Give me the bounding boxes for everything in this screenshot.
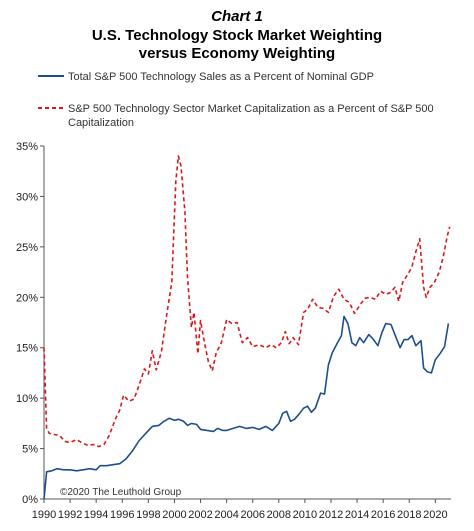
chart-title-line-1: U.S. Technology Stock Market Weighting — [92, 27, 382, 44]
series-line-tech-market-cap — [43, 155, 451, 448]
series-layer — [43, 155, 451, 500]
x-tick-label: 1994 — [84, 509, 108, 521]
x-tick-label: 2000 — [162, 509, 186, 521]
x-tick-label: 2016 — [371, 509, 395, 521]
x-tick-label: 1998 — [136, 509, 160, 521]
x-tick-label: 2012 — [319, 509, 343, 521]
chart-title-line-2: versus Economy Weighting — [139, 45, 335, 62]
series-line-tech-sales-gdp — [43, 315, 450, 500]
y-tick-label: 35% — [16, 141, 38, 153]
x-tick-label: 2020 — [423, 509, 447, 521]
x-tick-label: 1990 — [32, 509, 56, 521]
y-tick-label: 15% — [16, 343, 38, 355]
x-tick-label: 2002 — [188, 509, 212, 521]
x-tick-label: 1992 — [58, 509, 82, 521]
axes: 0% 5% 10% 15% 20% 25% 30% 35% 1990 1992 1994 1996 19… — [16, 141, 451, 521]
legend-label-gdp: Total S&P 500 Technology Sales as a Perc… — [68, 71, 374, 83]
y-tick-label: 30% — [16, 191, 38, 203]
y-tick-label: 5% — [22, 444, 38, 456]
x-tick-label: 2006 — [240, 509, 264, 521]
x-tick-label: 2004 — [214, 509, 238, 521]
legend-label-mktcap: S&P 500 Technology Sector Market Capital… — [68, 103, 437, 129]
legend-label-mktcap-line-1: S&P 500 Technology Sector Market Capital… — [68, 103, 434, 115]
y-tick-label: 10% — [16, 393, 38, 405]
chart-number: Chart 1 — [211, 8, 263, 25]
x-tick-label: 2014 — [345, 509, 369, 521]
x-tick-label: 1996 — [110, 509, 134, 521]
credit: ©2020 The Leuthold Group — [60, 487, 182, 498]
x-tick-label: 2008 — [267, 509, 291, 521]
legend: Total S&P 500 Technology Sales as a Perc… — [38, 71, 437, 129]
y-tick-label: 25% — [16, 242, 38, 254]
y-tick-label: 0% — [22, 494, 38, 506]
x-tick-label: 2010 — [293, 509, 317, 521]
x-tick-label: 2018 — [397, 509, 421, 521]
y-tick-label: 20% — [16, 292, 38, 304]
legend-label-mktcap-line-2: Capitalization — [68, 117, 134, 129]
